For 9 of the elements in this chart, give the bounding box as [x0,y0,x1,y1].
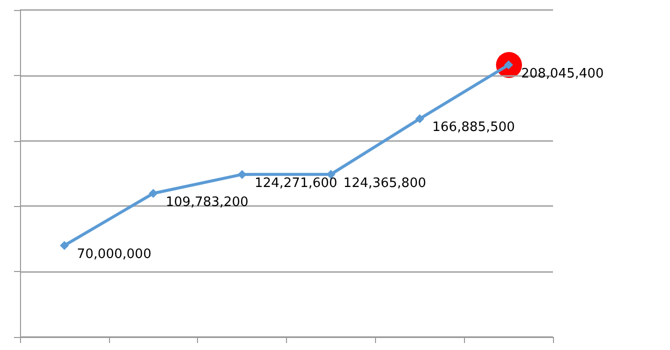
data-label: 109,783,200 [166,194,248,210]
point [148,188,158,198]
data-label: 124,271,600 [254,176,338,191]
data-label: 124,365,800 [343,176,426,191]
data-label: 166,885,500 [432,120,515,136]
data-label: 208,045,400 [521,66,604,82]
data-label: 70,000,000 [76,246,152,262]
point [60,240,69,250]
point [415,114,424,124]
